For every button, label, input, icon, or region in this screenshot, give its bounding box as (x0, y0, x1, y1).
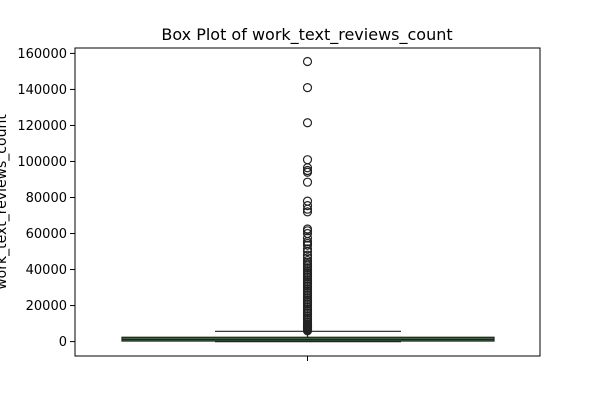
y-tick-label: 120000 (17, 119, 67, 134)
y-tick-label: 80000 (26, 191, 67, 206)
outlier-point (302, 250, 313, 260)
y-tick-label: 100000 (17, 155, 67, 170)
plot-area (121, 56, 495, 343)
outlier-point (302, 226, 313, 236)
outlier-point (302, 56, 313, 67)
y-tick-label: 40000 (26, 263, 67, 278)
y-tick-label: 160000 (17, 47, 67, 62)
outlier-point (302, 177, 313, 187)
outlier-point (302, 167, 313, 177)
outlier-point (302, 240, 313, 250)
y-tick-label: 0 (59, 335, 67, 350)
outlier-point (302, 155, 313, 165)
outlier-point (302, 83, 313, 93)
y-axis-label: work_text_reviews_count (0, 114, 10, 290)
outlier-point (302, 204, 313, 214)
outlier-point (302, 246, 313, 257)
outlier-point (302, 326, 313, 336)
y-axis: 0 20000 40000 60000 80000 100000 120000 140000 1… (17, 47, 75, 350)
outlier-point (302, 244, 313, 254)
outlier-point (302, 118, 313, 128)
y-tick-label: 60000 (26, 227, 67, 242)
chart-title: Box Plot of work_text_reviews_count (161, 25, 452, 45)
y-tick-label: 20000 (26, 299, 67, 314)
outlier-point (302, 207, 313, 217)
outlier-point (302, 233, 313, 243)
outlier-point (302, 163, 313, 173)
y-tick-label: 140000 (17, 83, 67, 98)
outlier-point (302, 201, 313, 211)
